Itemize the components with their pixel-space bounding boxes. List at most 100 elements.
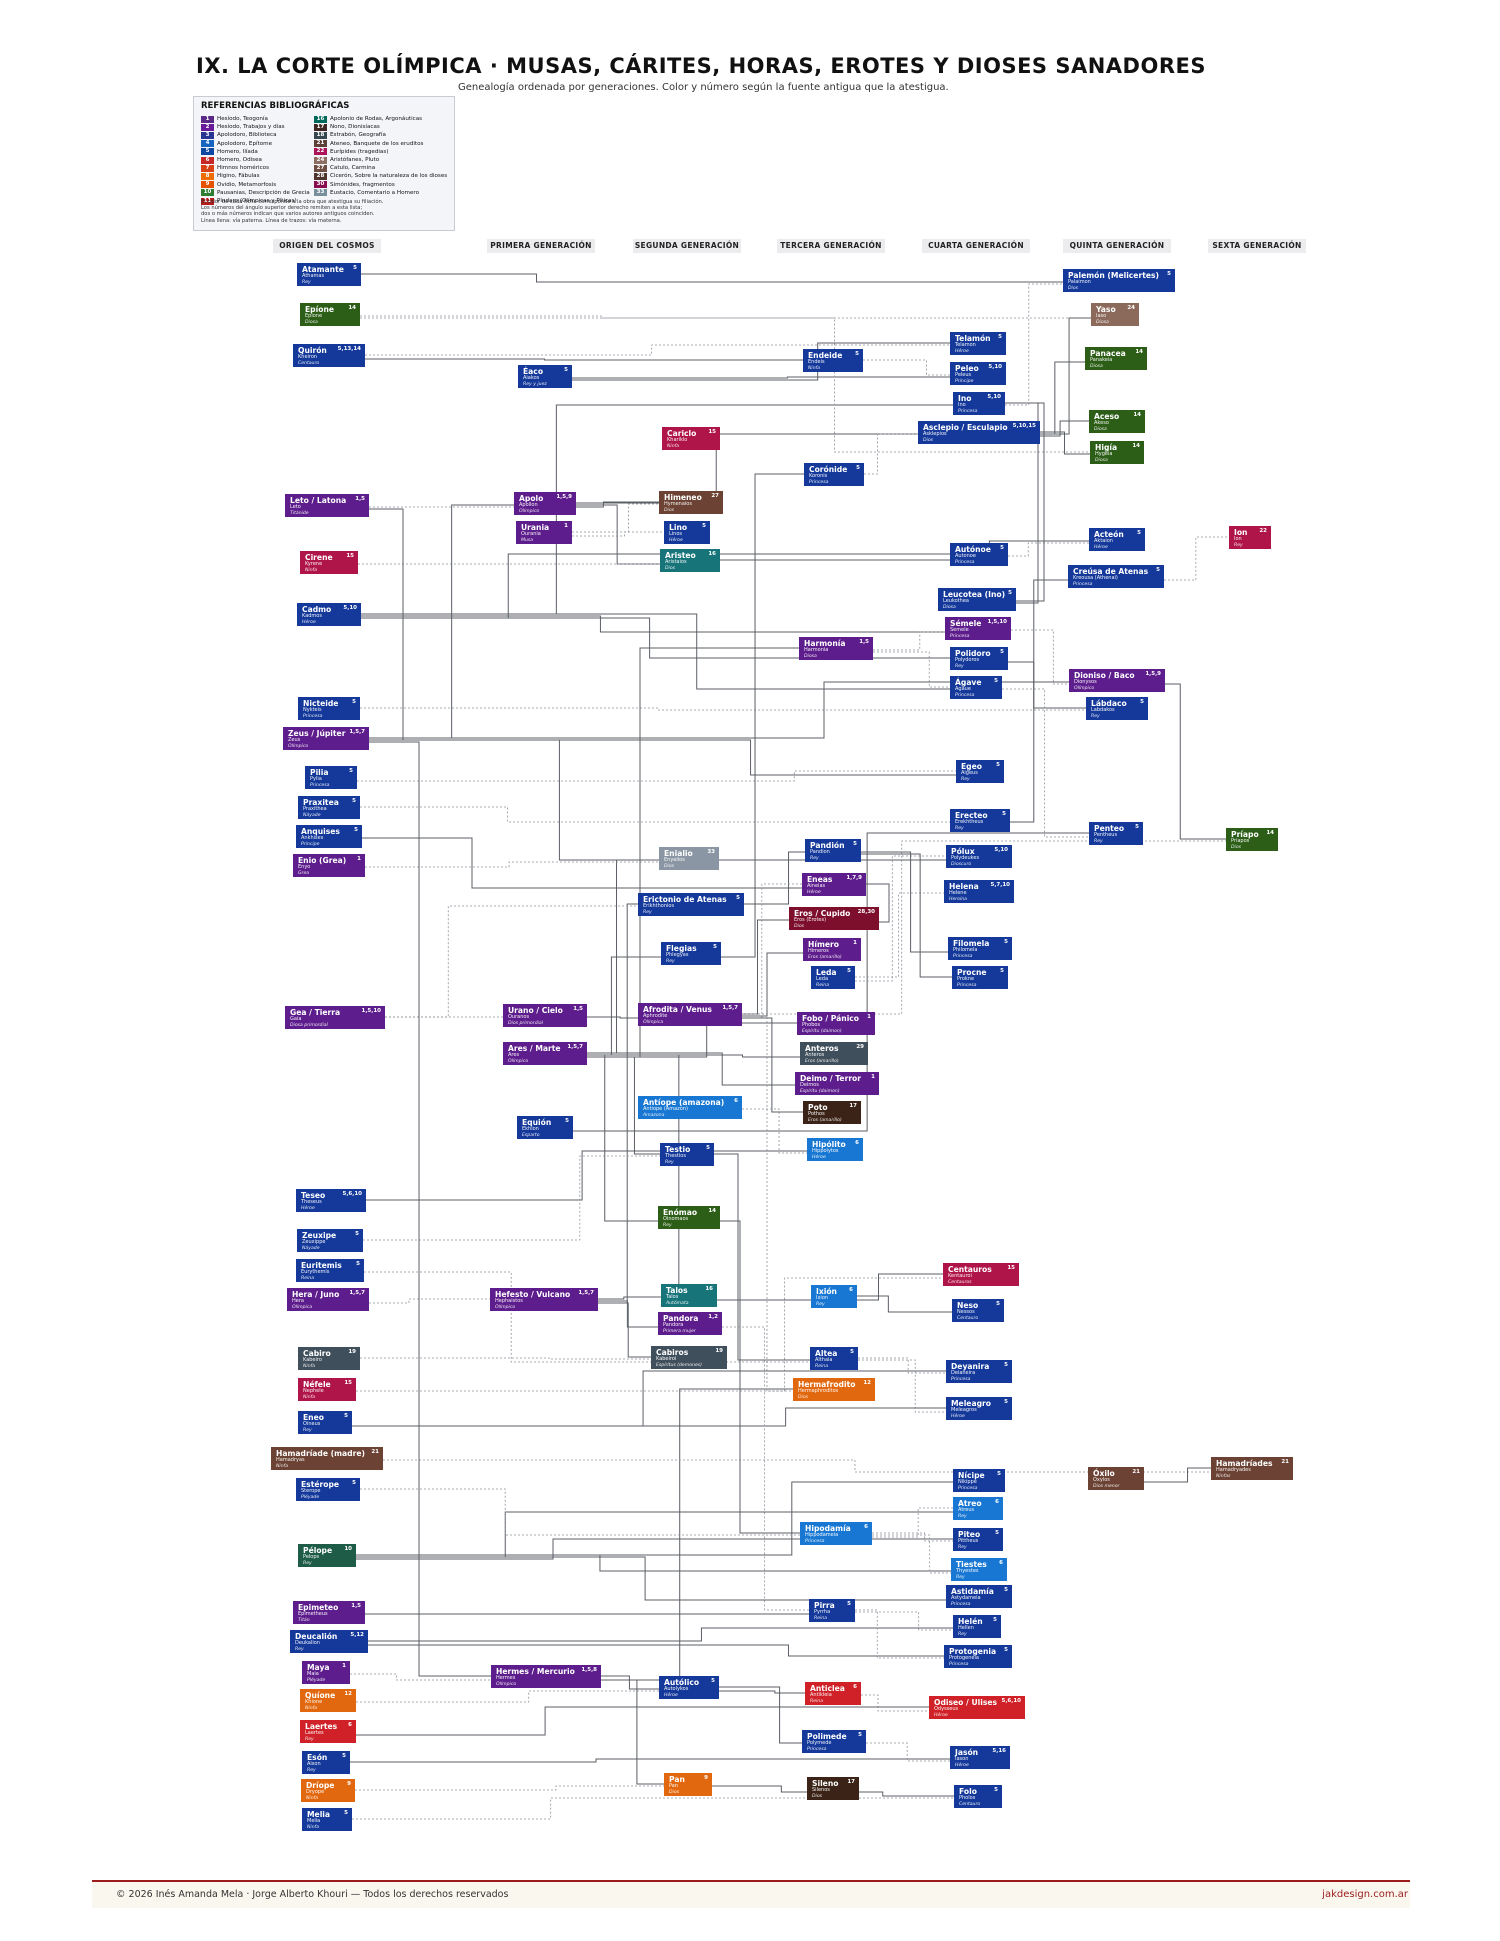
- person-node-erecteo[interactable]: Erecteo Erekhtheus Rey 5: [950, 809, 1010, 832]
- person-node-maya[interactable]: Maya Maia Pléyade 1: [302, 1661, 350, 1684]
- person-node-ares[interactable]: Ares / Marte Ares Olímpico 1,5,7: [503, 1042, 587, 1065]
- person-node-enio[interactable]: Enio (Grea) Enyo Grea 1: [293, 854, 365, 877]
- person-node-flegias[interactable]: Flegias Phlegyas Rey 5: [661, 942, 721, 965]
- person-node-pan[interactable]: Pan Pan Dios 9: [664, 1773, 712, 1796]
- person-node-poto[interactable]: Poto Pothos Eros (amarillo) 17: [803, 1101, 861, 1124]
- person-node-cariclo[interactable]: Cariclo Khariklo Ninfa 15: [662, 427, 720, 450]
- person-node-eros[interactable]: Eros / Cupido Eros (Erotes) Dios 28,30: [789, 907, 879, 930]
- person-node-yaso[interactable]: Yaso Iaso Diosa 24: [1091, 303, 1139, 326]
- person-node-erictonio[interactable]: Erictonio de Atenas Erikhthonios Rey 5: [638, 893, 744, 916]
- person-node-odiseo[interactable]: Odiseo / Ulises Odysseus Héroe 5,6,10: [929, 1696, 1025, 1719]
- person-node-sileno[interactable]: Sileno Silenos Dios 17: [807, 1777, 859, 1800]
- person-node-agave[interactable]: Ágave Agaue Princesa 5: [950, 676, 1002, 699]
- person-node-aristeo[interactable]: Aristeo Aristaios Dios 16: [660, 549, 720, 572]
- person-node-epimeteo[interactable]: Epimeteo Epimetheus Titán 1,5: [293, 1601, 365, 1624]
- person-node-teseo[interactable]: Teseo Theseus Héroe 5,6,10: [296, 1189, 366, 1212]
- person-node-dioniso[interactable]: Dioniso / Baco Dionysos Olímpico 1,5,9: [1069, 669, 1165, 692]
- person-node-pilia[interactable]: Pilia Pylia Princesa 5: [305, 766, 357, 789]
- person-node-fobo[interactable]: Fobo / Pánico Phobos Espíritu (daimon) 1: [797, 1012, 875, 1035]
- person-node-autonoe[interactable]: Autónoe Autonoe Princesa 5: [950, 543, 1008, 566]
- person-node-hamadriade[interactable]: Hamadríade (madre) Hamadryas Ninfa 21: [271, 1447, 383, 1470]
- person-node-priapo[interactable]: Príapo Priapos Dios 14: [1226, 828, 1278, 851]
- person-node-peleo[interactable]: Peleo Peleus Príncipe 5,10: [950, 362, 1006, 385]
- person-node-centauros[interactable]: Centauros Kentauroi Centauros 15: [943, 1263, 1019, 1286]
- person-node-hefesto[interactable]: Hefesto / Vulcano Hephaistos Olímpico 1,5,7: [490, 1288, 598, 1311]
- person-node-talos[interactable]: Talos Talos Autómata 16: [661, 1284, 717, 1307]
- person-node-cadmo[interactable]: Cadmo Kadmos Héroe 5,10: [297, 603, 361, 626]
- person-node-atamante[interactable]: Atamante Athamas Rey 5: [297, 263, 361, 286]
- person-node-higia[interactable]: Higía Hygeia Diosa 14: [1090, 441, 1144, 464]
- person-node-cirene[interactable]: Cirene Kyrene Ninfa 15: [300, 551, 358, 574]
- person-node-equion[interactable]: Equión Ekhion Esparto 5: [517, 1116, 573, 1139]
- person-node-afrodita[interactable]: Afrodita / Venus Aphrodite Olímpica 1,5,7: [638, 1003, 742, 1026]
- person-node-ino[interactable]: Ino Ino Princesa 5,10: [953, 392, 1005, 415]
- person-node-zeuxipe[interactable]: Zeuxipe Zeuxippe Náyade 5: [297, 1229, 363, 1252]
- person-node-cabiro[interactable]: Cabiro Kabeiro Ninfa 19: [298, 1347, 360, 1370]
- person-node-semele[interactable]: Sémele Semele Princesa 1,5,10: [945, 617, 1011, 640]
- person-node-nefele[interactable]: Néfele Nephele Ninfa 15: [298, 1378, 356, 1401]
- person-node-enialio[interactable]: Enialio Enyalios Dios 33: [659, 847, 719, 870]
- person-node-meleagro[interactable]: Meleagro Meleagros Héroe 5: [946, 1397, 1012, 1420]
- person-node-apolo[interactable]: Apolo Apollon Olímpico 1,5,9: [514, 492, 576, 515]
- person-node-testio[interactable]: Testio Thestios Rey 5: [660, 1143, 714, 1166]
- person-node-ion[interactable]: Ion Ion Rey 22: [1229, 526, 1271, 549]
- person-node-atreo[interactable]: Atreo Atreus Rey 6: [953, 1497, 1003, 1520]
- person-node-deucalion[interactable]: Deucalión Deukalion Rey 5,12: [290, 1630, 368, 1653]
- person-node-eneas[interactable]: Eneas Aineias Héroe 1,7,9: [802, 873, 866, 896]
- person-node-anticlea[interactable]: Anticlea Antikleia Reina 6: [805, 1682, 861, 1705]
- person-node-enomao[interactable]: Enómao Oinomaos Rey 14: [658, 1206, 720, 1229]
- person-node-oxilo[interactable]: Óxilo Oxylos Dios menor 21: [1088, 1467, 1144, 1490]
- person-node-polimede[interactable]: Polimede Polymede Princesa 5: [802, 1730, 866, 1753]
- person-node-endeide[interactable]: Endeide Endeis Ninfa 5: [803, 349, 863, 372]
- person-node-altea[interactable]: Altea Althaia Reina 5: [810, 1347, 858, 1370]
- person-node-neso[interactable]: Neso Nessos Centauro 5: [952, 1299, 1004, 1322]
- person-node-palemon[interactable]: Palemón (Melicertes) Palaimon Dios 5: [1063, 269, 1175, 292]
- person-node-protogenia[interactable]: Protogenia Protogeneia Princesa 5: [944, 1645, 1012, 1668]
- person-node-cabiros[interactable]: Cabiros Kabeiroi Espíritus (demones) 19: [651, 1346, 727, 1369]
- person-node-leda[interactable]: Leda Leda Reina 5: [811, 966, 855, 989]
- person-node-pandora[interactable]: Pandora Pandora Primera mujer 1,2: [658, 1312, 722, 1335]
- person-node-eneo[interactable]: Eneo Oineus Rey 5: [298, 1411, 352, 1434]
- person-node-pelope[interactable]: Pélope Pelops Rey 10: [298, 1544, 356, 1567]
- person-node-nicteide[interactable]: Nicteide Nykteis Princesa 5: [298, 697, 360, 720]
- person-node-himero[interactable]: Hímero Himeros Eros (amarillo) 1: [803, 938, 861, 961]
- person-node-helena[interactable]: Helena Helene Heroína 5,7,10: [944, 880, 1014, 903]
- person-node-tiestes[interactable]: Tiestes Thyestes Rey 6: [951, 1558, 1007, 1581]
- person-node-autolico[interactable]: Autólico Autolykos Héroe 5: [659, 1676, 719, 1699]
- person-node-himeneo[interactable]: Himeneo Hymenaios Dios 27: [659, 491, 723, 514]
- person-node-hermafrodito[interactable]: Hermafrodito Hermaphroditos Dios 12: [793, 1378, 875, 1401]
- person-node-helen[interactable]: Helén Hellen Rey 5: [953, 1615, 1001, 1638]
- person-node-ixion[interactable]: Ixión Ixion Rey 6: [811, 1285, 857, 1308]
- person-node-euritemis[interactable]: Euritemis Eurythemis Reina 5: [296, 1259, 364, 1282]
- person-node-laertes[interactable]: Laertes Laertes Rey 6: [300, 1720, 356, 1743]
- person-node-polux[interactable]: Pólux Polydeukes Dioscuro 5,10: [946, 845, 1012, 868]
- person-node-filomela[interactable]: Filomela Philomela Princesa 5: [948, 937, 1012, 960]
- person-node-pandion[interactable]: Pandión Pandion Rey 5: [805, 839, 861, 862]
- person-node-telamon[interactable]: Telamón Telamon Héroe 5: [950, 332, 1006, 355]
- person-node-zeus[interactable]: Zeus / Júpiter Zeus Olímpico 1,5,7: [283, 727, 369, 750]
- person-node-folo[interactable]: Folo Pholos Centauro 5: [954, 1785, 1002, 1808]
- person-node-deimo[interactable]: Deimo / Terror Deimos Espíritu (daimon) 1: [795, 1072, 879, 1095]
- person-node-driope[interactable]: Dríope Dryope Ninfa 9: [301, 1779, 355, 1802]
- person-node-antiope[interactable]: Antíope (amazona) Antiope (Amazon) Amazona…: [638, 1096, 742, 1119]
- person-node-hermes[interactable]: Hermes / Mercurio Hermes Olímpico 1,5,8: [491, 1665, 601, 1688]
- person-node-hera[interactable]: Hera / Juno Hera Olímpica 1,5,7: [287, 1288, 369, 1311]
- person-node-harmonia[interactable]: Harmonía Harmonia Diosa 1,5: [799, 637, 873, 660]
- person-node-anquises[interactable]: Anquises Ankhises Príncipe 5: [296, 825, 362, 848]
- person-node-eaco[interactable]: Éaco Aiakos Rey y juez 5: [518, 365, 572, 388]
- person-node-urano[interactable]: Urano / Cielo Ouranos Dios primordial 1,5: [503, 1004, 587, 1027]
- person-node-eson[interactable]: Esón Aison Rey 5: [302, 1751, 350, 1774]
- person-node-polidoro[interactable]: Polidoro Polydoros Rey 5: [950, 647, 1008, 670]
- person-node-panacea[interactable]: Panacea Panakeia Diosa 14: [1085, 347, 1147, 370]
- person-node-astidamia[interactable]: Astidamía Astydameia Princesa 5: [946, 1585, 1012, 1608]
- person-node-aceso[interactable]: Aceso Akeso Diosa 14: [1089, 410, 1145, 433]
- person-node-quiron[interactable]: Quirón Kheiron Centauro 5,13,14: [293, 344, 365, 367]
- person-node-procne[interactable]: Procne Prokne Princesa 5: [952, 966, 1008, 989]
- person-node-egeo[interactable]: Egeo Aigeus Rey 5: [956, 760, 1004, 783]
- person-node-lino[interactable]: Lino Linos Héroe 5: [664, 521, 710, 544]
- person-node-hipolito[interactable]: Hipólito Hippolytos Héroe 6: [807, 1138, 863, 1161]
- person-node-coronide[interactable]: Corónide Koronis Princesa 5: [804, 463, 864, 486]
- person-node-esterope[interactable]: Estérope Sterope Pléyade 5: [296, 1478, 360, 1501]
- person-node-praxitea[interactable]: Praxitea Praxithea Náyade 5: [298, 796, 360, 819]
- person-node-deyanira[interactable]: Deyanira Deianeira Princesa 5: [946, 1360, 1012, 1383]
